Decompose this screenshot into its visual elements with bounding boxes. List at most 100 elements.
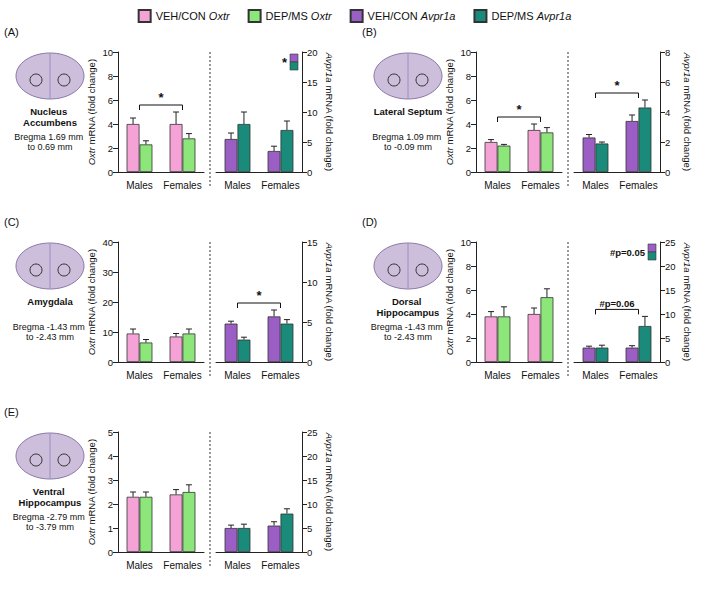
svg-text:2: 2 <box>108 499 113 510</box>
svg-text:Ventral: Ventral <box>33 486 67 497</box>
svg-text:*: * <box>158 90 164 105</box>
svg-text:15: 15 <box>307 77 318 88</box>
svg-text:to -3.79 mm: to -3.79 mm <box>26 522 74 532</box>
svg-text:10: 10 <box>460 47 471 58</box>
svg-text:Females: Females <box>261 560 299 571</box>
svg-text:(D): (D) <box>362 216 377 228</box>
svg-text:2: 2 <box>665 137 670 148</box>
svg-text:Bregma -1.43 mm: Bregma -1.43 mm <box>13 322 88 332</box>
svg-text:Males: Males <box>224 370 251 381</box>
svg-text:Hippocampus: Hippocampus <box>377 307 440 318</box>
svg-text:to -2.43 mm: to -2.43 mm <box>384 332 432 342</box>
svg-text:Oxtr: Oxtr <box>311 10 333 22</box>
svg-text:8: 8 <box>466 261 471 272</box>
svg-text:Hippocampus: Hippocampus <box>19 497 82 508</box>
svg-text:Females: Females <box>261 180 299 191</box>
svg-text:Oxtr: Oxtr <box>86 527 97 546</box>
svg-text:Males: Males <box>126 560 153 571</box>
svg-text:20: 20 <box>307 47 318 58</box>
svg-text:0: 0 <box>307 547 312 558</box>
svg-text:20: 20 <box>665 261 676 272</box>
svg-text:4: 4 <box>108 119 113 130</box>
svg-text:5: 5 <box>108 427 113 438</box>
svg-text:6: 6 <box>665 77 670 88</box>
svg-text:0: 0 <box>307 357 312 368</box>
svg-text:25: 25 <box>307 427 318 438</box>
svg-text:1: 1 <box>108 523 113 534</box>
svg-text:Males: Males <box>126 370 153 381</box>
svg-text:*: * <box>516 102 522 117</box>
svg-text:5: 5 <box>307 137 312 148</box>
svg-text:Females: Females <box>261 370 299 381</box>
svg-text:Avpr1a: Avpr1a <box>420 10 456 22</box>
svg-text:40: 40 <box>102 237 113 248</box>
svg-text:8: 8 <box>665 47 670 58</box>
svg-text:Females: Females <box>163 370 201 381</box>
svg-text:Avpr1a: Avpr1a <box>324 52 335 83</box>
svg-text:10: 10 <box>665 309 676 320</box>
svg-text:to -0.09 mm: to -0.09 mm <box>384 142 432 152</box>
svg-text:to -2.43 mm: to -2.43 mm <box>26 332 74 342</box>
svg-text:0: 0 <box>466 167 471 178</box>
svg-text:mRNA (fold change): mRNA (fold change) <box>444 59 455 147</box>
svg-text:Avpr1a: Avpr1a <box>682 242 693 273</box>
svg-text:Females: Females <box>619 370 657 381</box>
svg-text:20: 20 <box>102 297 113 308</box>
svg-text:(B): (B) <box>362 26 377 38</box>
svg-text:mRNA (fold change): mRNA (fold change) <box>86 439 97 527</box>
svg-text:10: 10 <box>307 107 318 118</box>
svg-text:mRNA (fold change): mRNA (fold change) <box>444 249 455 337</box>
svg-text:0: 0 <box>108 357 113 368</box>
svg-text:5: 5 <box>307 523 312 534</box>
svg-text:VEH/CON: VEH/CON <box>156 10 209 22</box>
svg-text:mRNA (fold change): mRNA (fold change) <box>324 273 335 361</box>
svg-text:2: 2 <box>108 143 113 154</box>
svg-text:Nucleus: Nucleus <box>30 106 70 117</box>
svg-text:*: * <box>614 78 620 93</box>
svg-text:Females: Females <box>521 370 559 381</box>
svg-text:VEH/CON: VEH/CON <box>368 10 421 22</box>
svg-text:Avpr1a: Avpr1a <box>682 52 693 83</box>
svg-text:#p=0.06: #p=0.06 <box>599 298 634 309</box>
svg-text:Bregma -2.79 mm: Bregma -2.79 mm <box>13 512 88 522</box>
svg-text:4: 4 <box>466 309 471 320</box>
svg-text:2: 2 <box>466 333 471 344</box>
svg-text:8: 8 <box>108 71 113 82</box>
svg-text:Females: Females <box>163 180 201 191</box>
svg-text:25: 25 <box>665 237 676 248</box>
svg-text:6: 6 <box>466 285 471 296</box>
svg-text:30: 30 <box>102 267 113 278</box>
svg-text:0: 0 <box>466 357 471 368</box>
svg-text:Males: Males <box>224 560 251 571</box>
svg-text:0: 0 <box>665 167 670 178</box>
svg-text:(A): (A) <box>4 26 19 38</box>
svg-text:4: 4 <box>108 451 113 462</box>
svg-text:10: 10 <box>102 47 113 58</box>
svg-text:mRNA (fold change): mRNA (fold change) <box>324 463 335 551</box>
svg-text:Males: Males <box>484 370 511 381</box>
svg-text:15: 15 <box>665 285 676 296</box>
svg-text:#p=0.05: #p=0.05 <box>610 247 646 258</box>
svg-text:0: 0 <box>108 167 113 178</box>
svg-text:Dorsal: Dorsal <box>392 296 424 307</box>
svg-text:mRNA (fold change): mRNA (fold change) <box>682 273 693 361</box>
svg-text:Amygdala: Amygdala <box>27 296 73 307</box>
svg-text:10: 10 <box>307 277 318 288</box>
svg-text:0: 0 <box>108 547 113 558</box>
svg-text:Females: Females <box>619 180 657 191</box>
svg-text:Avpr1a: Avpr1a <box>536 10 572 22</box>
svg-text:2: 2 <box>466 143 471 154</box>
svg-text:Males: Males <box>126 180 153 191</box>
svg-text:DEP/MS: DEP/MS <box>266 10 311 22</box>
svg-text:5: 5 <box>665 333 670 344</box>
svg-text:Males: Males <box>224 180 251 191</box>
svg-text:Accumbens: Accumbens <box>23 117 77 128</box>
svg-text:mRNA (fold change): mRNA (fold change) <box>324 83 335 171</box>
svg-text:mRNA (fold change): mRNA (fold change) <box>86 249 97 337</box>
svg-text:0: 0 <box>307 167 312 178</box>
svg-text:0: 0 <box>665 357 670 368</box>
svg-text:Bregma -1.43 mm: Bregma -1.43 mm <box>371 322 446 332</box>
svg-text:Bregma 1.69 mm: Bregma 1.69 mm <box>14 132 86 142</box>
svg-text:mRNA (fold change): mRNA (fold change) <box>682 83 693 171</box>
svg-text:Females: Females <box>521 180 559 191</box>
